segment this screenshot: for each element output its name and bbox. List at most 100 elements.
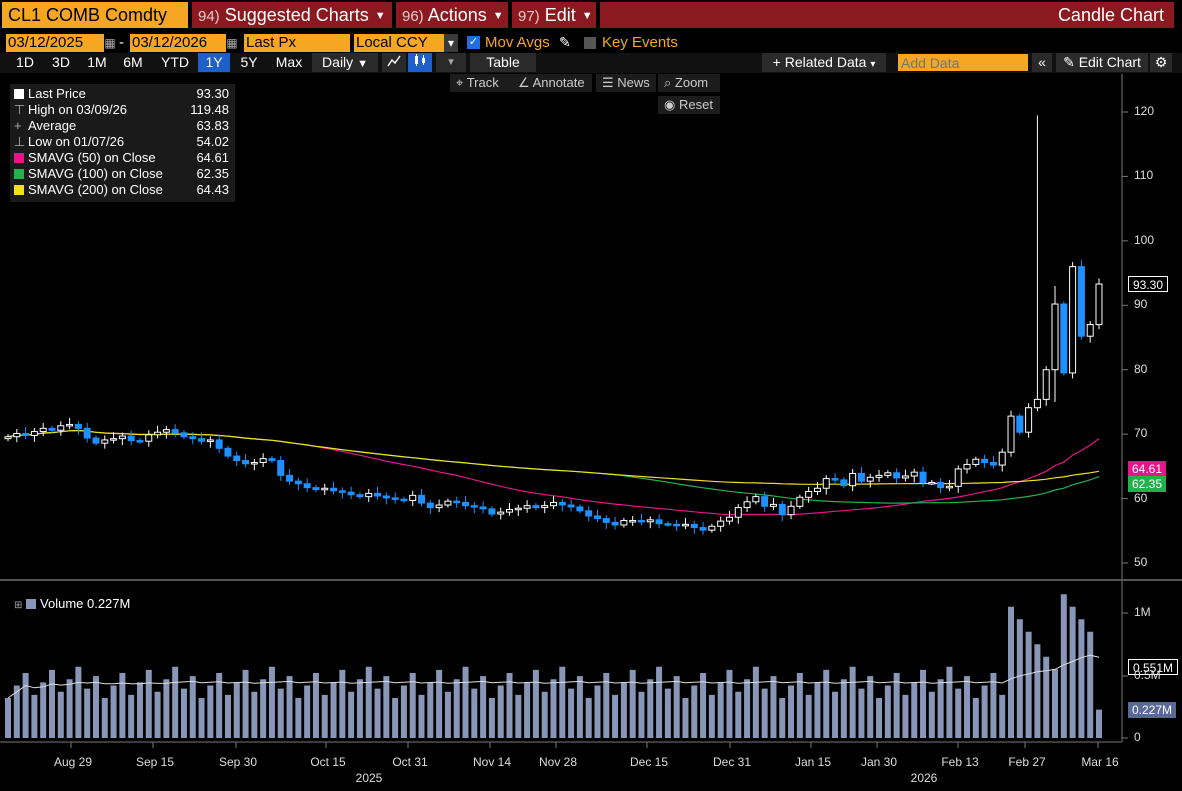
volume-bar	[383, 676, 390, 738]
volume-bar	[1025, 631, 1032, 738]
ticker-field[interactable]: CL1 COMB Comdty	[2, 2, 188, 28]
candle-body	[769, 503, 777, 507]
volume-bar	[964, 676, 971, 738]
volume-bar	[928, 691, 935, 738]
period-ytd[interactable]: YTD	[161, 54, 189, 70]
volume-bar	[136, 682, 143, 738]
volume-tick-label: 0	[1134, 730, 1141, 744]
volume-bar	[392, 698, 399, 738]
collapse-double-chevron-icon[interactable]: «	[1032, 53, 1052, 72]
price-volume-chart[interactable]	[0, 74, 1182, 791]
related-data-dropdown[interactable]: + Related Data ▾	[762, 53, 886, 72]
volume-bar	[207, 685, 214, 738]
volume-bar	[286, 676, 293, 738]
candle-body	[708, 525, 716, 531]
mov-avgs-label: Mov Avgs	[485, 34, 550, 51]
volume-bar	[418, 694, 425, 738]
volume-bar	[48, 669, 55, 738]
candle-body	[110, 438, 118, 441]
menu-number: 97)	[518, 8, 540, 25]
actions-menu[interactable]: 96) Actions ▼	[396, 2, 508, 28]
volume-legend: ⊞ Volume 0.227M	[14, 596, 131, 611]
period-3d[interactable]: 3D	[52, 54, 70, 70]
period-1y[interactable]: 1Y	[198, 53, 230, 72]
x-tick-label: Mar 16	[1081, 755, 1119, 769]
annotate-button[interactable]: ∠ Annotate	[512, 74, 592, 92]
candle-body	[374, 492, 382, 497]
legend-last-price: Last Price	[14, 86, 86, 101]
volume-bar	[946, 666, 953, 738]
candle-body	[805, 490, 813, 498]
gear-icon[interactable]: ⚙	[1150, 53, 1172, 72]
currency-selector[interactable]: Local CCY	[354, 34, 444, 52]
candle-chart-icon[interactable]	[408, 53, 432, 72]
candle-body	[1007, 415, 1015, 453]
edit-chart-button[interactable]: ✎ Edit Chart	[1056, 53, 1148, 72]
field-selector[interactable]: Last Px	[244, 34, 350, 52]
volume-bar	[66, 679, 73, 738]
candle-body	[690, 523, 698, 529]
candle-body	[171, 429, 179, 434]
last-price-tag: 93.30	[1128, 276, 1169, 292]
volume-bar	[1060, 594, 1067, 738]
period-5y[interactable]: 5Y	[240, 54, 258, 70]
edit-menu[interactable]: 97) Edit ▼	[512, 2, 596, 28]
suggested-charts-menu[interactable]: 94) Suggested Charts ▼	[192, 2, 392, 28]
end-date-field[interactable]: 03/12/2026	[130, 34, 226, 52]
period-6m[interactable]: 6M	[123, 54, 143, 70]
legend-sma200: SMAVG (200) on Close	[14, 182, 163, 197]
volume-bar	[251, 691, 258, 738]
candle-body	[558, 501, 566, 506]
zoom-button[interactable]: ⌕ Zoom	[658, 74, 720, 92]
volume-bar	[515, 694, 522, 738]
period-1m[interactable]: 1M	[87, 54, 107, 70]
calendar-icon[interactable]: ▦	[104, 34, 116, 52]
volume-bar	[972, 698, 979, 738]
candle-body	[303, 483, 311, 489]
zoom-label: Zoom	[674, 75, 709, 90]
candle-body	[312, 487, 320, 491]
volume-bar	[506, 673, 513, 738]
candle-body	[813, 487, 821, 492]
candle-body	[585, 510, 593, 517]
pencil-icon[interactable]: ✎	[559, 34, 571, 50]
candle-body	[215, 439, 223, 449]
candle-body	[30, 431, 38, 436]
line-chart-icon[interactable]	[382, 53, 406, 72]
calendar-icon[interactable]: ▦	[226, 34, 238, 52]
volume-bar	[876, 698, 883, 738]
volume-bar	[40, 682, 47, 738]
candle-body	[233, 455, 241, 462]
volume-bar	[937, 679, 944, 738]
candle-body	[611, 521, 619, 526]
candle-body	[101, 439, 109, 444]
volume-bar	[233, 682, 240, 738]
volume-bar	[356, 679, 363, 738]
table-button[interactable]: Table	[470, 53, 536, 72]
pencil-icon: ✎	[1063, 54, 1075, 70]
mov-avgs-checkbox[interactable]: ✓	[467, 36, 480, 49]
candle-body	[875, 474, 883, 478]
candle-body	[602, 518, 610, 523]
period-max[interactable]: Max	[275, 54, 303, 70]
reset-button[interactable]: ◉ Reset	[658, 96, 720, 114]
candle-body	[576, 506, 584, 512]
frequency-dropdown[interactable]: Daily ▼	[312, 53, 378, 72]
candle-body	[778, 503, 786, 516]
news-button[interactable]: ☰ News	[596, 74, 656, 92]
candle-body	[963, 463, 971, 470]
candle-body	[338, 490, 346, 493]
chart-style-dropdown[interactable]: ▾	[436, 53, 466, 72]
candle-body	[127, 435, 135, 442]
volume-bar	[436, 669, 443, 738]
start-date-field[interactable]: 03/12/2025	[6, 34, 104, 52]
add-data-input[interactable]	[898, 54, 1028, 71]
period-1d[interactable]: 1D	[16, 54, 34, 70]
candle-body	[83, 427, 91, 439]
currency-dropdown-icon[interactable]: ▾	[444, 34, 458, 52]
legend-sma100-value: 62.35	[196, 166, 229, 181]
news-icon: ☰	[602, 75, 614, 90]
key-events-checkbox[interactable]	[584, 37, 596, 49]
candle-body	[989, 461, 997, 466]
volume-bar	[119, 673, 126, 738]
